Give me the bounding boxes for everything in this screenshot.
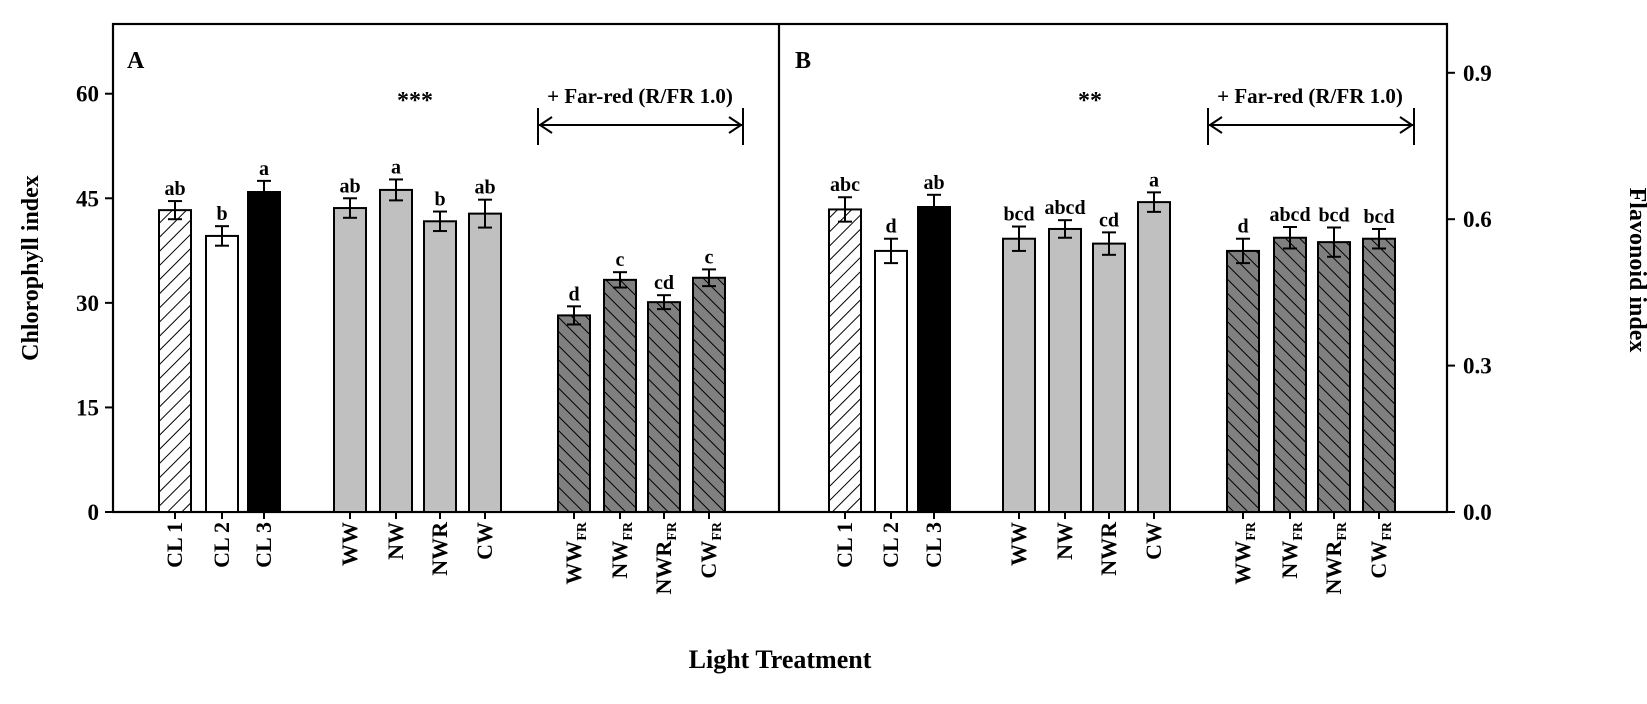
data-label: abc xyxy=(830,174,860,196)
x-tick-label: CL 1 xyxy=(832,522,857,568)
data-label: bcd xyxy=(1363,206,1394,228)
x-tick-label: NWR xyxy=(427,521,452,576)
bar xyxy=(917,206,951,513)
y-tick-label: 45 xyxy=(76,186,99,211)
data-label: d xyxy=(1237,216,1248,238)
data-label: cd xyxy=(1099,209,1119,231)
x-axis-label: Light Treatment xyxy=(689,645,872,674)
panel-b-bracket-arrow xyxy=(1207,108,1415,145)
x-tick-label: NWFR xyxy=(607,521,636,578)
data-label: cd xyxy=(654,272,674,294)
bar xyxy=(692,276,726,514)
x-tick-label: CL 3 xyxy=(251,522,276,568)
data-label: b xyxy=(216,203,227,225)
y-tick-label: 60 xyxy=(76,82,99,107)
x-tick-subscript: FR xyxy=(575,521,590,541)
y-tick-label: 0.3 xyxy=(1463,354,1492,379)
bar xyxy=(1273,236,1307,514)
x-tick-label: CW xyxy=(1141,522,1166,560)
x-tick-label: CW xyxy=(472,522,497,560)
data-label: bcd xyxy=(1003,204,1034,226)
x-tick-label: NWFR xyxy=(1277,521,1306,578)
bar xyxy=(468,212,502,513)
data-label: d xyxy=(568,283,579,305)
data-label: abcd xyxy=(1044,197,1085,219)
x-tick-label: CL 3 xyxy=(921,522,946,568)
x-tick-label: CL 1 xyxy=(162,522,187,568)
panel-b-significance: ** xyxy=(1078,88,1102,114)
x-tick-subscript: FR xyxy=(1380,521,1395,541)
panel-a-bracket-label: + Far-red (R/FR 1.0) xyxy=(547,84,733,108)
y-tick-label: 0.9 xyxy=(1463,61,1492,86)
data-label: d xyxy=(885,216,896,238)
panel-a-significance: *** xyxy=(397,88,433,114)
y-axis-right-label: Flavonoid index xyxy=(1624,188,1647,353)
bar xyxy=(158,209,192,513)
data-label: a xyxy=(259,158,269,180)
x-tick-label: WW xyxy=(1006,522,1031,566)
x-tick-label: CL 2 xyxy=(878,522,903,568)
bar xyxy=(247,191,281,514)
bar xyxy=(1002,237,1036,513)
x-tick-label: CWFR xyxy=(1366,521,1395,578)
bar xyxy=(647,301,681,513)
data-label: ab xyxy=(923,172,944,194)
panel-a-bracket-arrow xyxy=(537,108,744,145)
x-tick-label: NW xyxy=(383,522,408,560)
bar xyxy=(205,234,239,513)
panel-a-label: A xyxy=(127,48,145,74)
bar xyxy=(1362,237,1396,513)
x-tick-label: WWFR xyxy=(1230,521,1259,585)
bar xyxy=(379,188,413,513)
bar xyxy=(1317,241,1351,514)
bar xyxy=(557,314,591,513)
bar xyxy=(1226,249,1260,513)
chart-marks: 0 15 30 45 60 ab CL 1 b CL 2 a CL 3 ab WW a NW b NWR ab CW… xyxy=(76,61,1492,595)
x-tick-subscript: FR xyxy=(1244,521,1259,541)
data-label: ab xyxy=(164,178,185,200)
y-tick-label: 0 xyxy=(88,500,100,525)
x-tick-label: WWFR xyxy=(561,521,590,585)
data-label: a xyxy=(391,156,401,178)
bar xyxy=(603,278,637,514)
x-tick-subscript: FR xyxy=(621,521,636,541)
x-tick-label: CL 2 xyxy=(209,522,234,568)
y-tick-label: 0.6 xyxy=(1463,207,1492,232)
x-tick-subscript: FR xyxy=(1291,521,1306,541)
x-tick-label: NWR xyxy=(1096,521,1121,576)
x-tick-label: NWRFR xyxy=(651,521,680,594)
x-tick-subscript: FR xyxy=(1335,521,1350,541)
bar xyxy=(828,208,862,513)
y-tick-label: 15 xyxy=(76,395,99,420)
x-tick-label: WW xyxy=(337,522,362,566)
bar xyxy=(333,207,367,513)
bar xyxy=(1137,201,1171,513)
bar xyxy=(1048,227,1082,514)
data-label: ab xyxy=(474,177,495,199)
y-tick-label: 30 xyxy=(76,291,99,316)
x-tick-subscript: FR xyxy=(710,521,725,541)
data-label: c xyxy=(705,246,714,268)
data-label: a xyxy=(1149,169,1159,191)
data-label: c xyxy=(616,249,625,271)
x-tick-label: NW xyxy=(1052,522,1077,560)
data-label: bcd xyxy=(1318,204,1349,226)
x-tick-subscript: FR xyxy=(665,521,680,541)
data-label: ab xyxy=(339,175,360,197)
y-tick-label: 0.0 xyxy=(1463,500,1492,525)
bar xyxy=(423,220,457,513)
bar xyxy=(1092,242,1126,513)
x-tick-label: CWFR xyxy=(696,521,725,578)
data-label: abcd xyxy=(1269,204,1310,226)
x-tick-label: NWRFR xyxy=(1321,521,1350,594)
bar xyxy=(874,249,908,513)
y-axis-left-label: Chlorophyll index xyxy=(18,175,44,361)
data-label: b xyxy=(434,189,445,211)
panel-b-bracket-label: + Far-red (R/FR 1.0) xyxy=(1217,84,1403,108)
panel-b-label: B xyxy=(795,48,811,74)
